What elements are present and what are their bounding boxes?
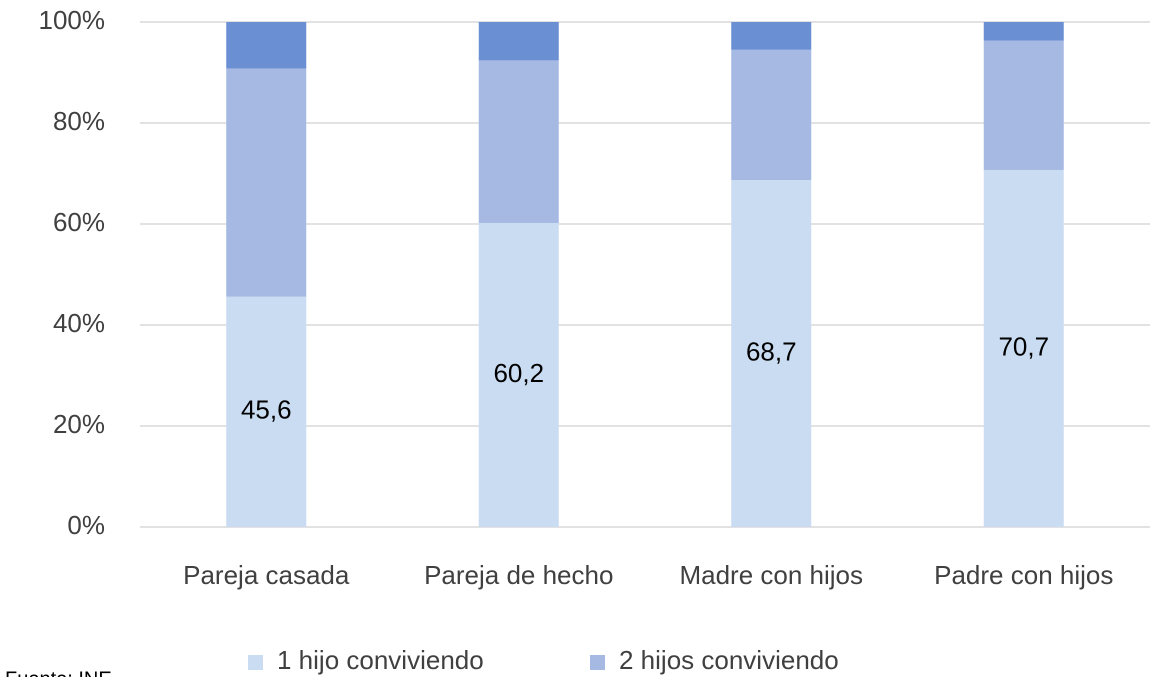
legend-label: 2 hijos conviviendo — [619, 645, 839, 675]
bar-segment — [983, 40, 1064, 170]
y-tick-label: 40% — [53, 308, 105, 338]
source: Fuente: INE — [5, 668, 112, 677]
data-label: 60,2 — [493, 358, 544, 388]
bar-segment — [731, 180, 812, 527]
data-label: 70,7 — [998, 331, 1049, 361]
x-tick-label: Pareja casada — [183, 560, 350, 590]
y-tick-label: 80% — [53, 106, 105, 136]
data-label: 68,7 — [746, 336, 797, 366]
bar-segment — [226, 68, 307, 297]
y-tick-label: 100% — [39, 5, 106, 35]
data-label: 45,6 — [241, 395, 292, 425]
bar-segment — [226, 22, 307, 69]
legend-swatch — [248, 655, 263, 670]
x-tick-label: Pareja de hecho — [424, 560, 613, 590]
bar-segment — [478, 222, 559, 528]
y-tick-label: 20% — [53, 409, 105, 439]
y-tick-label: 0% — [67, 510, 105, 540]
x-tick-label: Padre con hijos — [934, 560, 1113, 590]
y-tick-label: 60% — [53, 207, 105, 237]
bar-segment — [983, 169, 1064, 527]
bar-segment — [478, 60, 559, 223]
legend-label: 1 hijo conviviendo — [277, 645, 484, 675]
bar-segment — [731, 49, 812, 181]
bar-segment — [226, 296, 307, 527]
bar-segment — [983, 22, 1064, 41]
legend-swatch — [590, 655, 605, 670]
bar-segment — [731, 22, 812, 50]
x-tick-label: Madre con hijos — [679, 560, 863, 590]
bar-segment — [478, 22, 559, 61]
